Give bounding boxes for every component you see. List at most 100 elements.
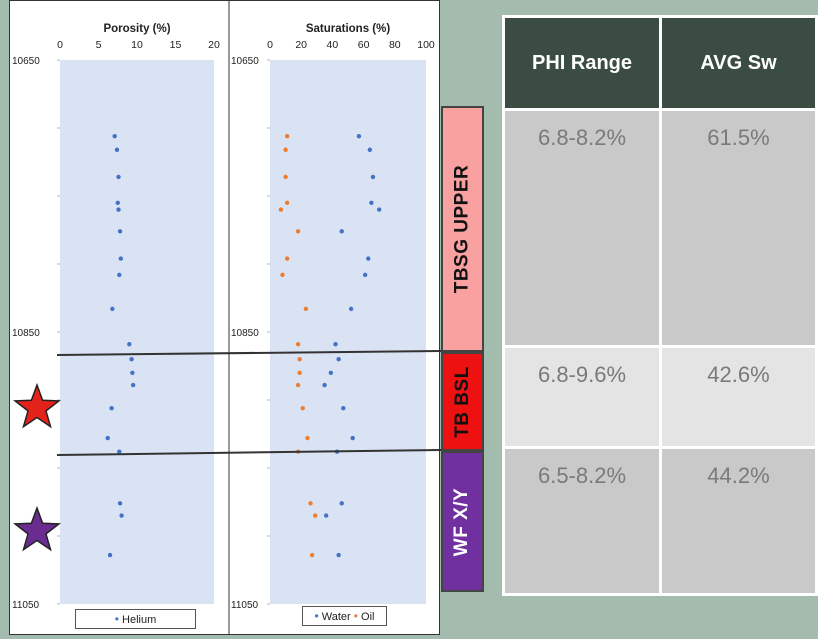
porosity-helium-point [105,435,110,441]
zone-tbsg-upper-label: TBSG UPPER [451,164,473,294]
saturation-tick-label: 80 [389,39,401,51]
depth-label: 11050 [231,600,259,611]
porosity-tick-label: 10 [131,39,143,51]
saturation-oil-point [305,435,310,441]
purple-star-icon [13,505,61,552]
saturation-oil-point [300,405,305,411]
saturation-oil-point [283,174,288,180]
saturation-tick-label: 0 [267,39,273,51]
porosity-plot-area [60,60,214,604]
saturation-water-point [339,229,344,234]
zone-wf-xy: WF X/Y [441,451,484,592]
saturation-water-point [366,256,371,261]
saturation-oil-point [295,382,301,388]
saturation-oil-point [309,552,315,558]
porosity-helium-point [117,449,122,454]
saturation-water-point [369,200,374,205]
zone-wf-xy-label: WF X/Y [451,487,473,556]
saturation-water-point [328,370,334,375]
summary-table: PHI Range AVG Sw 6.8-8.2% 61.5% 6.8-9.6%… [502,15,818,596]
saturation-oil-point [303,306,309,312]
saturation-water-point [350,435,355,441]
saturation-tick-label: 100 [417,39,435,51]
saturation-water-point [339,501,344,506]
saturation-water-point [336,357,341,362]
saturation-oil-point [280,272,285,278]
depth-label: 10850 [12,328,40,339]
porosity-title: Porosity (%) [103,23,170,35]
porosity-helium-point [117,229,123,234]
saturation-oil-point [283,147,288,152]
saturation-water-point [370,174,376,180]
zone-boundary-line [56,350,442,356]
porosity-helium-point [115,200,120,205]
depth-label: 10650 [231,56,259,67]
saturation-oil-point [278,207,284,212]
porosity-tick-label: 20 [208,39,220,51]
saturation-water-point [348,306,354,312]
saturation-water-point [356,133,362,139]
summary-header-row: PHI Range AVG Sw [505,18,815,108]
saturation-tick-label: 40 [327,39,339,51]
porosity-tick-label: 0 [57,39,63,51]
porosity-helium-point [110,306,115,312]
porosity-helium-point [116,174,121,180]
saturation-oil-point [284,133,290,139]
saturation-water-point [336,552,341,558]
porosity-helium-point [130,382,136,388]
zone-tb-bsl: TB BSL [441,352,484,451]
porosity-helium-point [114,147,120,152]
zone-tbsg-upper: TBSG UPPER [441,106,484,352]
table-row: 6.5-8.2% 44.2% [505,449,815,593]
saturation-water-point [367,147,373,152]
porosity-legend: • Helium [75,609,196,629]
saturation-legend: • Water • Oil [302,606,387,626]
saturation-water-point [377,207,382,212]
depth-label: 10650 [12,56,40,67]
saturation-tick-label: 20 [295,39,307,51]
avg-sw-cell: 44.2% [662,449,815,593]
avg-sw-cell: 61.5% [662,111,815,345]
porosity-helium-point [117,272,122,278]
saturation-oil-point [297,357,302,362]
saturation-tick-label: 60 [358,39,370,51]
water-legend-label: Water [321,611,351,623]
avg-sw-cell: 42.6% [662,348,815,446]
red-star-icon [13,382,61,429]
porosity-tick-label: 5 [96,39,102,51]
saturation-water-point [333,342,338,347]
depth-label: 10850 [231,328,259,339]
phi-range-header: PHI Range [505,18,659,108]
saturation-water-point [322,382,327,388]
porosity-helium-point [127,342,132,347]
saturation-plot-area [270,60,426,604]
porosity-helium-point [112,133,117,139]
avg-sw-header: AVG Sw [662,18,815,108]
depth-label: 11050 [12,600,40,611]
saturation-oil-point [295,229,301,234]
porosity-helium-point [119,513,124,518]
table-row: 6.8-9.6% 42.6% [505,348,815,446]
table-row: 6.8-8.2% 61.5% [505,111,815,345]
saturation-water-point [362,272,368,278]
saturation-oil-point [284,256,290,261]
porosity-helium-point [129,357,134,362]
zone-tb-bsl-label: TB BSL [451,365,473,438]
phi-range-cell: 6.8-9.6% [505,348,659,446]
saturation-oil-point [295,342,301,347]
saturation-oil-point [308,501,313,506]
saturation-oil-point [284,200,290,205]
zone-boundary-line [56,449,442,456]
porosity-helium-point [117,501,123,506]
porosity-helium-point [118,256,124,261]
porosity-helium-point [107,552,113,558]
porosity-legend-label: Helium [122,614,157,626]
oil-legend-label: Oil [361,611,375,623]
saturation-oil-point [313,513,318,518]
phi-range-cell: 6.5-8.2% [505,449,659,593]
saturation-oil-point [297,370,302,375]
saturation-title: Saturations (%) [306,23,391,35]
porosity-tick-label: 15 [170,39,182,51]
porosity-helium-point [116,207,121,212]
